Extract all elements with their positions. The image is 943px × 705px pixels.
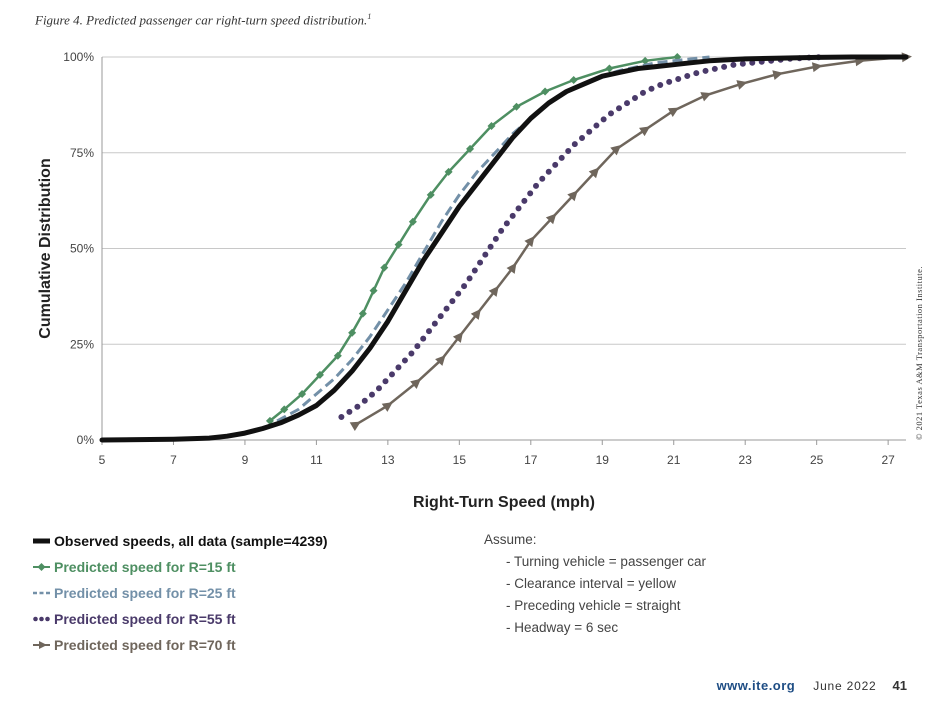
x-tick-label: 19 [596, 453, 610, 467]
legend-item: Predicted speed for R=15 ft [33, 554, 328, 580]
series-4 [341, 57, 823, 417]
legend-item: Observed speeds, all data (sample=4239) [33, 528, 328, 554]
y-tick-label: 50% [70, 242, 94, 256]
r70-point [700, 88, 713, 101]
legend-label: Observed speeds, all data (sample=4239) [54, 533, 328, 549]
legend-label: Predicted speed for R=25 ft [54, 585, 236, 601]
r70-point [668, 103, 682, 117]
assumptions-title: Assume: [484, 529, 706, 551]
assumption-item: - Turning vehicle = passenger car [484, 551, 706, 573]
y-tick-label: 75% [70, 146, 94, 160]
legend-label: Predicted speed for R=15 ft [54, 559, 236, 575]
assumption-item: - Headway = 6 sec [484, 617, 706, 639]
x-tick-label: 17 [524, 453, 538, 467]
legend-label: Predicted speed for R=55 ft [54, 611, 236, 627]
issue-date: June 2022 [813, 679, 876, 693]
x-tick-label: 7 [170, 453, 177, 467]
r55-dotted-line [341, 57, 823, 417]
x-tick-label: 21 [667, 453, 681, 467]
copyright-notice: © 2021 Texas A&M Transportation Institut… [914, 266, 924, 440]
website-link[interactable]: www.ite.org [717, 678, 796, 693]
y-tick-label: 100% [63, 50, 94, 64]
legend-label: Predicted speed for R=70 ft [54, 637, 236, 653]
r15-point [570, 76, 578, 84]
x-tick-label: 23 [739, 453, 753, 467]
x-tick-label: 9 [242, 453, 249, 467]
r15-line [270, 57, 677, 421]
r70-point [350, 417, 364, 431]
x-tick-label: 11 [310, 453, 323, 467]
x-tick-label: 25 [810, 453, 824, 467]
series-lines [102, 52, 912, 440]
legend-item: Predicted speed for R=55 ft [33, 606, 328, 632]
y-tick-label: 25% [70, 337, 94, 351]
grid-lines [102, 57, 906, 344]
legend-item: Predicted speed for R=70 ft [33, 632, 328, 658]
assumption-item: - Clearance interval = yellow [484, 573, 706, 595]
legend-symbol-icon [33, 560, 50, 574]
legend-symbol-icon [33, 586, 50, 600]
y-tick-label: 0% [77, 433, 95, 447]
page-footer: www.ite.org June 2022 41 [717, 678, 907, 693]
legend-symbol-icon [33, 534, 50, 548]
x-tick-label: 5 [99, 453, 106, 467]
assumptions-box: Assume: - Turning vehicle = passenger ca… [484, 529, 706, 639]
axis-labels: 0% 25% 50% 75% 100% 5 7 9 11 13 15 17 19 21 23 25 27 Righ… [37, 50, 895, 511]
r70-point [639, 122, 653, 136]
x-tick-label: 15 [453, 453, 467, 467]
r15-point [605, 64, 613, 72]
chart-legend: Observed speeds, all data (sample=4239) P… [33, 528, 328, 658]
x-tick-label: 27 [881, 453, 895, 467]
page-number: 41 [893, 678, 907, 693]
assumption-item: - Preceding vehicle = straight [484, 595, 706, 617]
legend-symbol-icon [33, 638, 50, 652]
y-axis-title: Cumulative Distribution [37, 158, 54, 338]
legend-symbol-icon [33, 612, 50, 626]
r15-point [370, 287, 378, 295]
x-axis-title: Right-Turn Speed (mph) [413, 494, 595, 511]
x-tick-label: 13 [381, 453, 395, 467]
legend-item: Predicted speed for R=25 ft [33, 580, 328, 606]
